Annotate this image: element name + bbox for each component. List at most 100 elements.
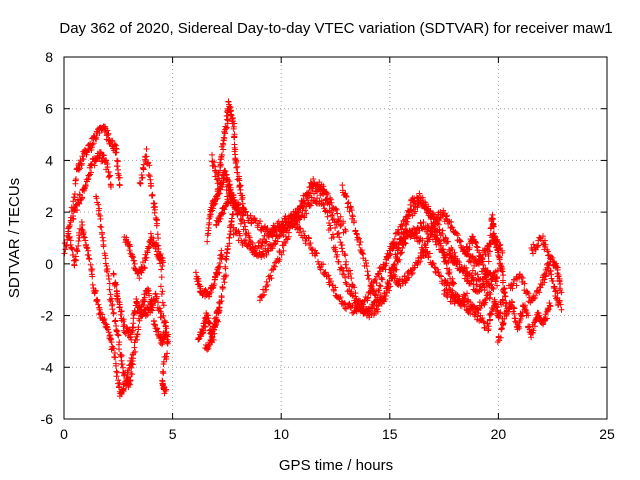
data-point — [161, 353, 168, 360]
data-point — [420, 219, 427, 226]
data-point — [88, 169, 95, 176]
data-point — [265, 234, 272, 241]
data-point — [113, 322, 120, 329]
data-point — [439, 227, 446, 234]
data-point — [100, 243, 107, 250]
y-axis-label: SDTVAR / TECUs — [6, 178, 23, 298]
data-point — [390, 245, 397, 252]
data-point — [558, 289, 565, 296]
data-point — [297, 225, 304, 232]
data-point — [367, 283, 374, 290]
data-point — [224, 116, 231, 123]
data-point — [81, 234, 88, 241]
data-point — [509, 285, 516, 292]
data-point — [129, 253, 136, 260]
data-point — [130, 257, 137, 264]
data-point — [85, 172, 92, 179]
data-point — [558, 306, 565, 313]
data-point — [215, 307, 222, 314]
data-point — [67, 237, 74, 244]
data-point — [458, 264, 465, 271]
data-point — [158, 266, 165, 273]
data-point — [334, 231, 341, 238]
data-point — [443, 260, 450, 267]
data-point — [454, 292, 461, 299]
data-point — [112, 362, 119, 369]
data-point — [467, 259, 474, 266]
data-point — [142, 257, 149, 264]
data-point — [490, 223, 497, 230]
data-point — [217, 215, 224, 222]
data-point — [223, 187, 230, 194]
data-point — [88, 161, 95, 168]
data-point — [152, 298, 159, 305]
data-point — [462, 270, 469, 277]
data-point — [360, 303, 367, 310]
data-point — [107, 298, 114, 305]
data-point — [206, 290, 213, 297]
data-point — [104, 324, 111, 331]
data-point — [65, 224, 72, 231]
data-point — [480, 318, 487, 325]
data-point — [74, 248, 81, 255]
data-point — [149, 192, 156, 199]
data-point — [500, 320, 507, 327]
data-point — [540, 233, 547, 240]
data-point — [228, 112, 235, 119]
data-point — [105, 169, 112, 176]
data-point — [536, 314, 543, 321]
data-point — [435, 269, 442, 276]
data-point — [135, 324, 142, 331]
data-point — [82, 237, 89, 244]
data-point — [98, 231, 105, 238]
data-point — [496, 260, 503, 267]
x-tick-label: 20 — [491, 426, 507, 442]
data-point — [324, 213, 331, 220]
data-point — [348, 288, 355, 295]
data-point — [89, 281, 96, 288]
data-point — [219, 151, 226, 158]
data-point — [532, 294, 539, 301]
x-tick-label: 5 — [169, 426, 177, 442]
data-point — [270, 222, 277, 229]
data-point — [343, 193, 350, 200]
data-point — [422, 244, 429, 251]
data-point — [229, 211, 236, 218]
data-point — [292, 218, 299, 225]
data-point — [136, 304, 143, 311]
data-point — [457, 238, 464, 245]
data-point — [139, 174, 146, 181]
data-point — [264, 282, 271, 289]
data-point — [320, 183, 327, 190]
data-point — [236, 182, 243, 189]
data-point — [116, 174, 123, 181]
data-point — [118, 357, 125, 364]
data-point — [470, 304, 477, 311]
data-point — [318, 197, 325, 204]
data-point — [407, 206, 414, 213]
data-point — [429, 229, 436, 236]
data-point — [72, 256, 79, 263]
data-point — [502, 302, 509, 309]
data-point — [530, 250, 537, 257]
data-point — [153, 222, 160, 229]
data-point — [474, 271, 481, 278]
data-point — [348, 275, 355, 282]
data-point — [92, 288, 99, 295]
data-point — [389, 245, 396, 252]
data-point — [104, 164, 111, 171]
x-axis-label: GPS time / hours — [279, 457, 393, 474]
data-point — [501, 315, 508, 322]
data-point — [109, 137, 116, 144]
data-point — [456, 259, 463, 266]
data-point — [83, 244, 90, 251]
data-point — [451, 300, 458, 307]
data-point — [337, 213, 344, 220]
data-point — [160, 259, 167, 266]
data-point — [413, 230, 420, 237]
data-point — [556, 277, 563, 284]
data-point — [134, 336, 141, 343]
data-point — [419, 246, 426, 253]
data-point — [209, 285, 216, 292]
